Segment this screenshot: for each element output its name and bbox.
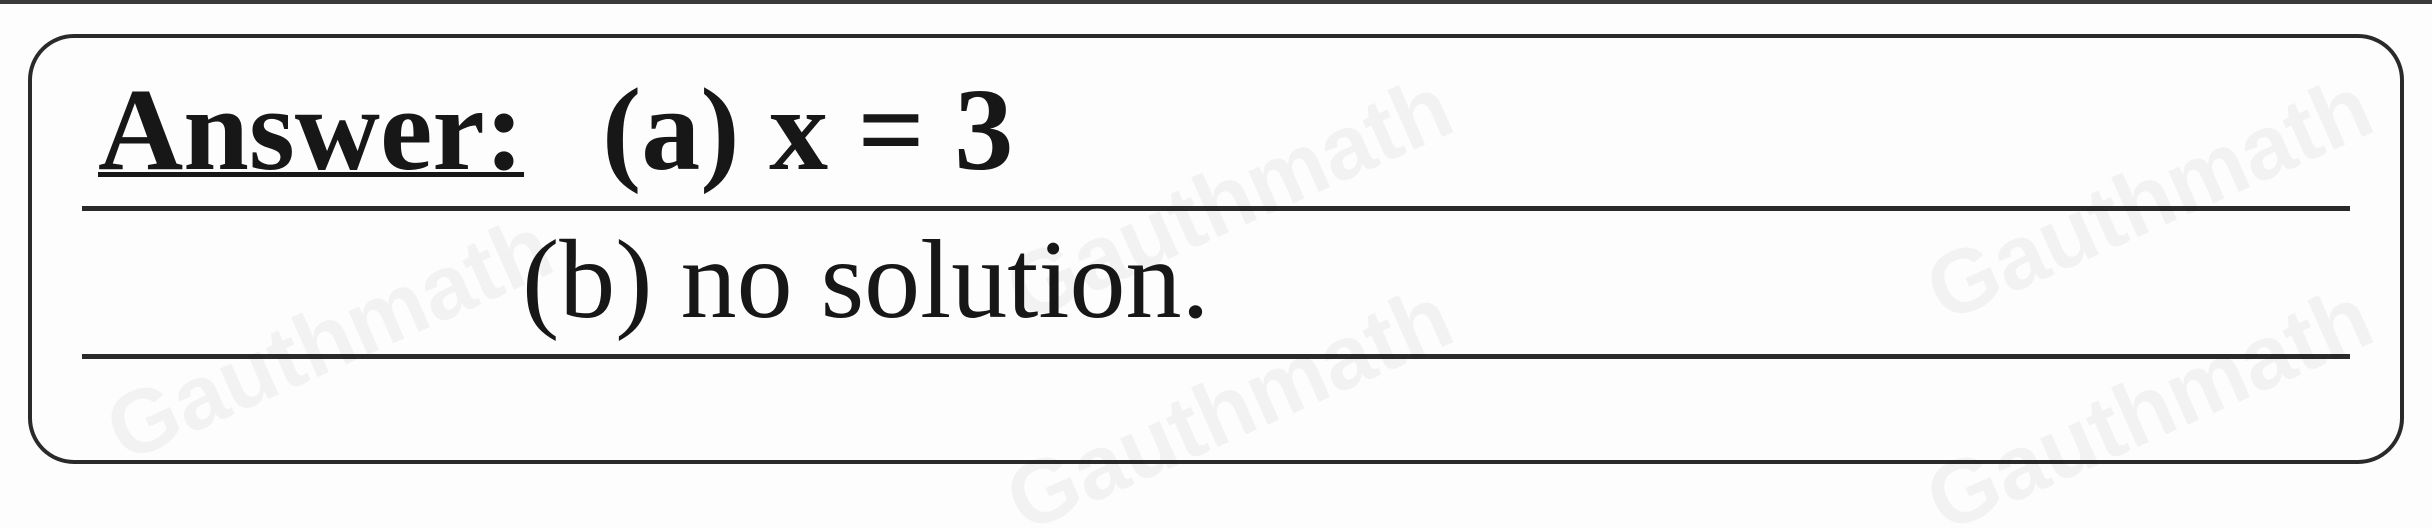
answer-box: Answer: (a) x = 3 (b) no solution. Gauth… — [28, 34, 2404, 464]
watermark-text: Gauthmath — [1912, 266, 2388, 528]
answer-part-a: (a) x = 3 — [602, 62, 1013, 198]
ruled-line-2 — [82, 354, 2350, 359]
watermark-text: Gauthmath — [92, 196, 568, 483]
top-horizontal-rule — [0, 0, 2432, 4]
watermark-text: Gauthmath — [1912, 56, 2388, 343]
answer-part-b: (b) no solution. — [522, 216, 1210, 345]
page: Answer: (a) x = 3 (b) no solution. Gauth… — [0, 0, 2432, 528]
ruled-line-1 — [82, 206, 2350, 211]
answer-label: Answer: — [98, 62, 524, 198]
